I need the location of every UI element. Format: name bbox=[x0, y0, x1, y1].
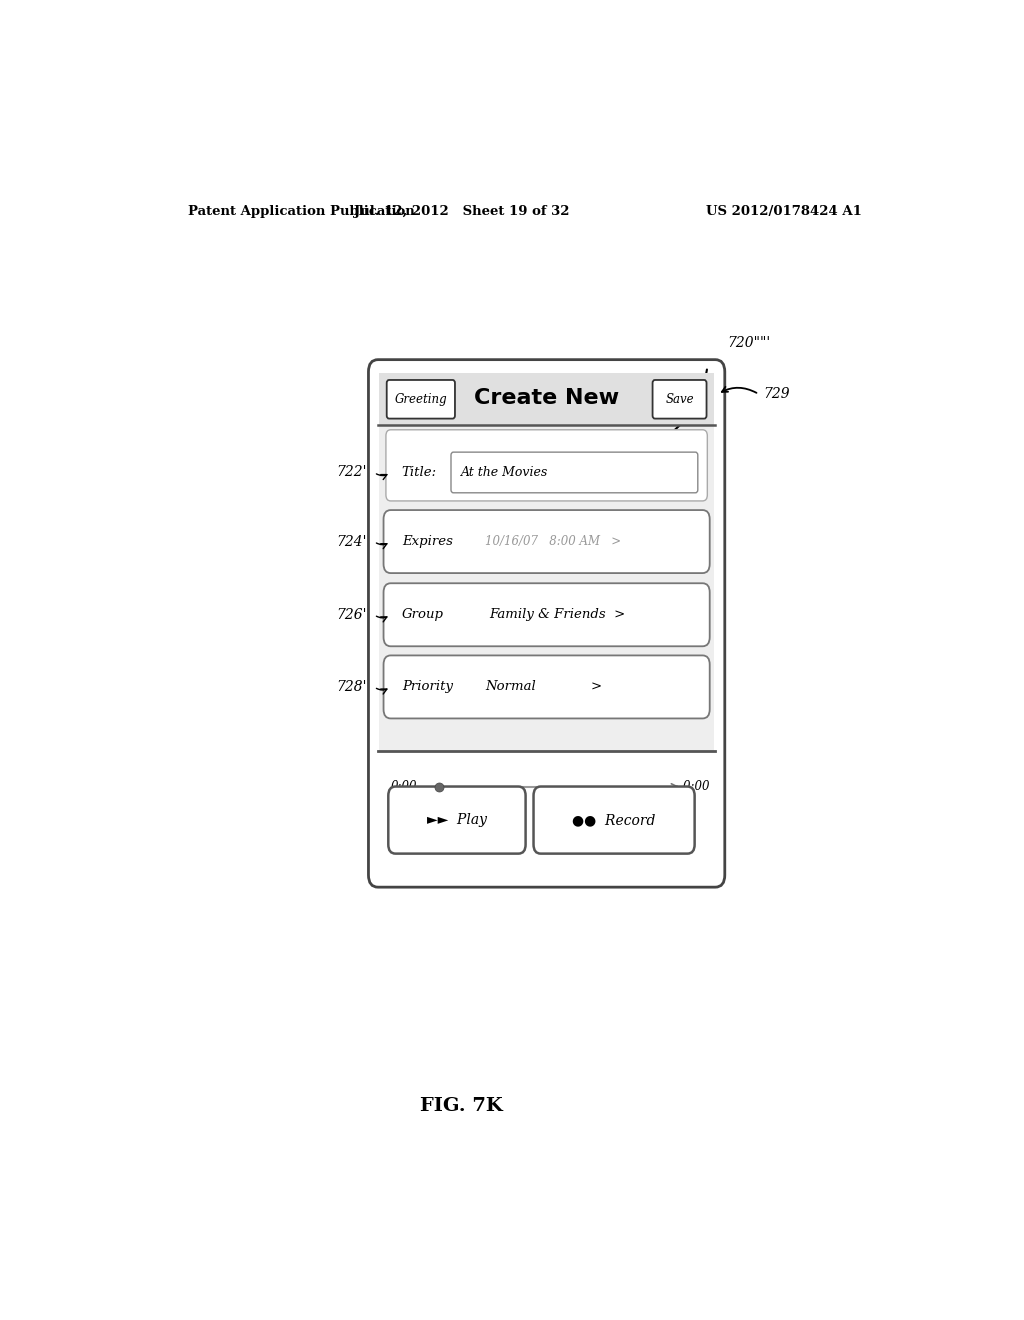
Text: Patent Application Publication: Patent Application Publication bbox=[187, 205, 415, 218]
Text: Save: Save bbox=[666, 393, 694, 405]
FancyBboxPatch shape bbox=[369, 359, 725, 887]
Text: Create New: Create New bbox=[474, 388, 620, 408]
Text: Normal             >: Normal > bbox=[485, 680, 602, 693]
FancyBboxPatch shape bbox=[388, 787, 525, 854]
Text: ●●  Record: ●● Record bbox=[572, 813, 655, 828]
FancyBboxPatch shape bbox=[384, 656, 710, 718]
Text: Greeting: Greeting bbox=[394, 393, 447, 405]
Text: 720""': 720""' bbox=[727, 337, 770, 350]
FancyBboxPatch shape bbox=[534, 787, 694, 854]
Text: 724': 724' bbox=[336, 535, 367, 549]
FancyBboxPatch shape bbox=[652, 380, 707, 418]
Text: US 2012/0178424 A1: US 2012/0178424 A1 bbox=[707, 205, 862, 218]
Text: 722': 722' bbox=[336, 466, 367, 479]
FancyBboxPatch shape bbox=[384, 510, 710, 573]
Text: 728': 728' bbox=[336, 680, 367, 694]
Text: Group: Group bbox=[401, 609, 443, 622]
Text: Family & Friends  >: Family & Friends > bbox=[489, 609, 626, 622]
Text: FIG. 7K: FIG. 7K bbox=[420, 1097, 503, 1114]
Text: 0:00: 0:00 bbox=[391, 780, 417, 793]
Bar bbox=[379, 372, 715, 425]
Text: Priority: Priority bbox=[401, 680, 453, 693]
FancyBboxPatch shape bbox=[384, 583, 710, 647]
Text: 726': 726' bbox=[336, 607, 367, 622]
Text: 10/16/07   8:00 AM   >: 10/16/07 8:00 AM > bbox=[485, 535, 622, 548]
FancyBboxPatch shape bbox=[386, 430, 708, 500]
Text: Title:: Title: bbox=[401, 466, 437, 479]
Bar bbox=[379, 425, 715, 751]
Text: At the Movies: At the Movies bbox=[462, 466, 549, 479]
Text: Jul. 12, 2012   Sheet 19 of 32: Jul. 12, 2012 Sheet 19 of 32 bbox=[353, 205, 569, 218]
Text: 729: 729 bbox=[763, 387, 790, 401]
Text: ►►  Play: ►► Play bbox=[427, 813, 487, 828]
Text: -0:00: -0:00 bbox=[680, 780, 710, 793]
FancyBboxPatch shape bbox=[451, 453, 697, 492]
FancyBboxPatch shape bbox=[387, 380, 455, 418]
Text: Expires: Expires bbox=[401, 535, 453, 548]
